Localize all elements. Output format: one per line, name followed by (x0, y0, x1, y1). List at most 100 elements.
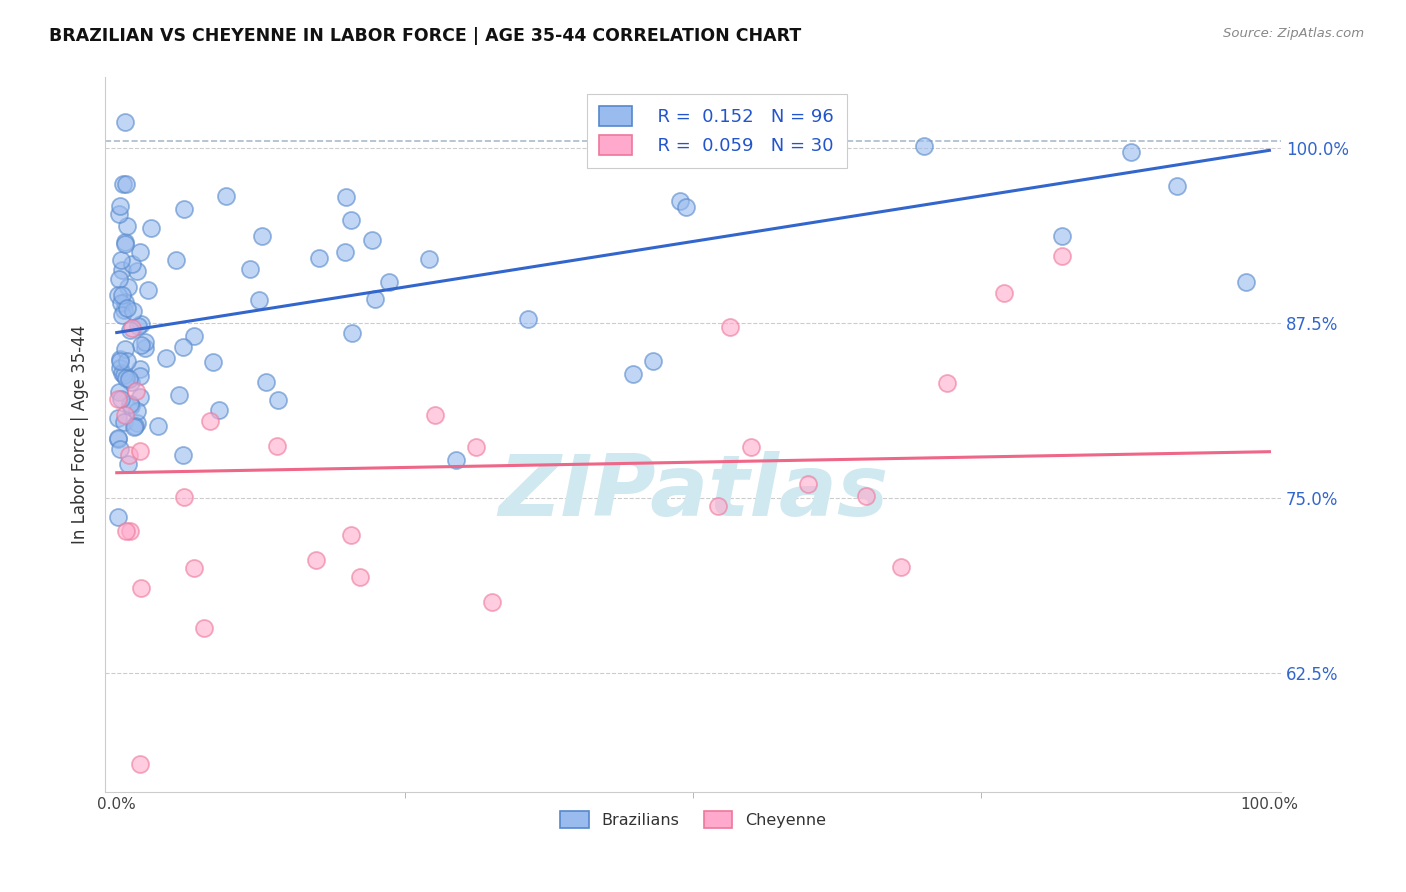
Point (125, 404, 148, 418)
Point (108, 360, 131, 375)
Point (115, 524, 138, 538)
Point (239, 261, 262, 276)
Point (1119, 145, 1142, 160)
Point (208, 402, 231, 417)
Text: Source: ZipAtlas.com: Source: ZipAtlas.com (1223, 27, 1364, 40)
Point (465, 440, 488, 454)
Point (855, 490, 877, 504)
Point (146, 418, 169, 433)
Point (128, 369, 150, 384)
Point (444, 452, 467, 467)
Point (128, 361, 150, 376)
Point (267, 392, 290, 407)
Point (740, 440, 762, 454)
Point (621, 368, 644, 382)
Point (167, 388, 190, 402)
Point (108, 442, 131, 456)
Point (1166, 179, 1188, 194)
Point (138, 283, 160, 297)
Point (107, 510, 129, 524)
Point (183, 328, 205, 343)
Point (107, 410, 129, 425)
Point (117, 457, 139, 471)
Point (418, 252, 440, 266)
Point (335, 190, 357, 204)
Point (912, 139, 935, 153)
Point (118, 372, 141, 386)
Point (110, 253, 132, 268)
Point (124, 419, 146, 434)
Point (1050, 229, 1073, 244)
Point (108, 354, 131, 368)
Point (1050, 249, 1073, 263)
Point (266, 439, 288, 453)
Point (139, 220, 162, 235)
Point (1234, 276, 1257, 290)
Point (340, 213, 363, 227)
Point (305, 553, 328, 567)
Point (198, 414, 221, 428)
Point (107, 288, 129, 302)
Point (108, 385, 131, 400)
Point (797, 128, 820, 143)
Point (481, 595, 503, 609)
Point (340, 326, 363, 340)
Point (129, 245, 152, 260)
Point (121, 320, 143, 334)
Point (641, 353, 664, 368)
Point (122, 304, 145, 318)
Point (110, 199, 132, 213)
Point (172, 340, 194, 354)
Point (165, 253, 187, 268)
Point (112, 415, 135, 429)
Point (112, 177, 135, 191)
Point (118, 323, 141, 337)
Point (111, 308, 134, 322)
Point (675, 200, 697, 214)
Point (993, 285, 1015, 300)
Point (935, 376, 957, 390)
Point (125, 416, 148, 430)
Point (114, 343, 136, 357)
Point (115, 301, 138, 315)
Point (890, 560, 912, 574)
Point (127, 319, 149, 334)
Point (107, 431, 129, 445)
Point (111, 287, 134, 301)
Text: ZIPatlas: ZIPatlas (498, 450, 889, 533)
Point (718, 320, 741, 334)
Point (129, 757, 152, 772)
Point (108, 271, 131, 285)
Point (308, 251, 330, 265)
Point (122, 420, 145, 434)
Point (114, 115, 136, 129)
Point (215, 189, 238, 203)
Point (121, 256, 143, 270)
Point (114, 235, 136, 250)
Point (117, 280, 139, 294)
Y-axis label: In Labor Force | Age 35-44: In Labor Force | Age 35-44 (72, 326, 89, 544)
Point (111, 263, 134, 277)
Point (112, 303, 135, 318)
Point (129, 443, 152, 458)
Point (112, 368, 135, 382)
Point (129, 582, 152, 596)
Point (364, 292, 387, 306)
Point (706, 500, 728, 514)
Point (250, 229, 273, 244)
Point (129, 391, 152, 405)
Point (107, 392, 129, 407)
Point (183, 561, 205, 575)
Point (125, 264, 148, 278)
Point (349, 570, 371, 584)
Point (115, 177, 138, 191)
Point (797, 476, 820, 491)
Point (108, 207, 131, 221)
Point (110, 295, 132, 310)
Point (115, 219, 138, 234)
Point (134, 334, 156, 349)
Point (155, 351, 177, 366)
Point (361, 233, 384, 247)
Point (114, 236, 136, 251)
Point (118, 524, 141, 538)
